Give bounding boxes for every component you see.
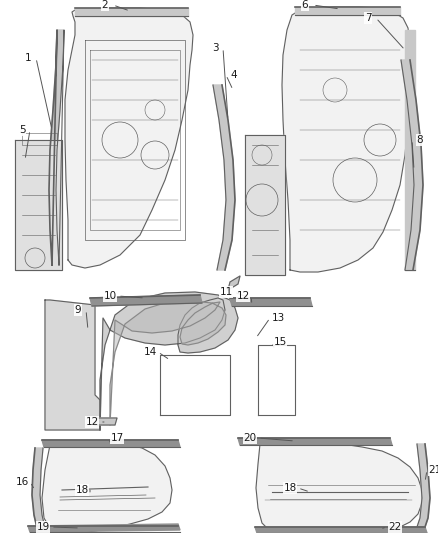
Text: 9: 9 bbox=[75, 305, 81, 315]
Text: 2: 2 bbox=[102, 0, 108, 10]
Polygon shape bbox=[49, 30, 64, 265]
Text: 17: 17 bbox=[110, 433, 124, 443]
Text: 20: 20 bbox=[244, 433, 257, 443]
Text: 13: 13 bbox=[272, 313, 285, 323]
Polygon shape bbox=[32, 448, 48, 533]
Polygon shape bbox=[75, 8, 188, 16]
Polygon shape bbox=[255, 527, 427, 533]
Polygon shape bbox=[45, 300, 100, 430]
Text: 15: 15 bbox=[273, 337, 286, 347]
Polygon shape bbox=[412, 444, 430, 533]
Polygon shape bbox=[405, 30, 415, 270]
Text: 22: 22 bbox=[389, 522, 402, 532]
Text: 6: 6 bbox=[302, 0, 308, 10]
Polygon shape bbox=[228, 276, 240, 290]
Text: 10: 10 bbox=[103, 291, 117, 301]
Polygon shape bbox=[213, 85, 235, 270]
Polygon shape bbox=[245, 135, 285, 275]
Text: 11: 11 bbox=[219, 287, 233, 297]
Text: 3: 3 bbox=[212, 43, 218, 53]
Polygon shape bbox=[42, 440, 180, 447]
Polygon shape bbox=[110, 301, 226, 425]
Bar bbox=[22, 133, 57, 145]
Polygon shape bbox=[100, 292, 238, 430]
Polygon shape bbox=[295, 7, 400, 15]
Polygon shape bbox=[230, 298, 312, 306]
Text: 1: 1 bbox=[25, 53, 31, 63]
Text: 16: 16 bbox=[15, 477, 28, 487]
Text: 8: 8 bbox=[417, 135, 423, 145]
Polygon shape bbox=[256, 441, 422, 533]
Polygon shape bbox=[28, 524, 180, 532]
Text: 5: 5 bbox=[19, 125, 25, 135]
Polygon shape bbox=[282, 7, 410, 272]
Polygon shape bbox=[238, 438, 392, 445]
Text: 18: 18 bbox=[75, 485, 88, 495]
Text: 21: 21 bbox=[428, 465, 438, 475]
Polygon shape bbox=[90, 295, 202, 306]
Polygon shape bbox=[65, 8, 193, 268]
Polygon shape bbox=[401, 60, 423, 270]
Polygon shape bbox=[95, 418, 117, 425]
Text: 18: 18 bbox=[283, 483, 297, 493]
Text: 14: 14 bbox=[143, 347, 157, 357]
Text: 19: 19 bbox=[36, 522, 49, 532]
Text: 7: 7 bbox=[365, 13, 371, 23]
Polygon shape bbox=[42, 442, 172, 533]
Text: 4: 4 bbox=[231, 70, 237, 80]
Polygon shape bbox=[15, 140, 62, 270]
Text: 12: 12 bbox=[237, 291, 250, 301]
Text: 12: 12 bbox=[85, 417, 99, 427]
